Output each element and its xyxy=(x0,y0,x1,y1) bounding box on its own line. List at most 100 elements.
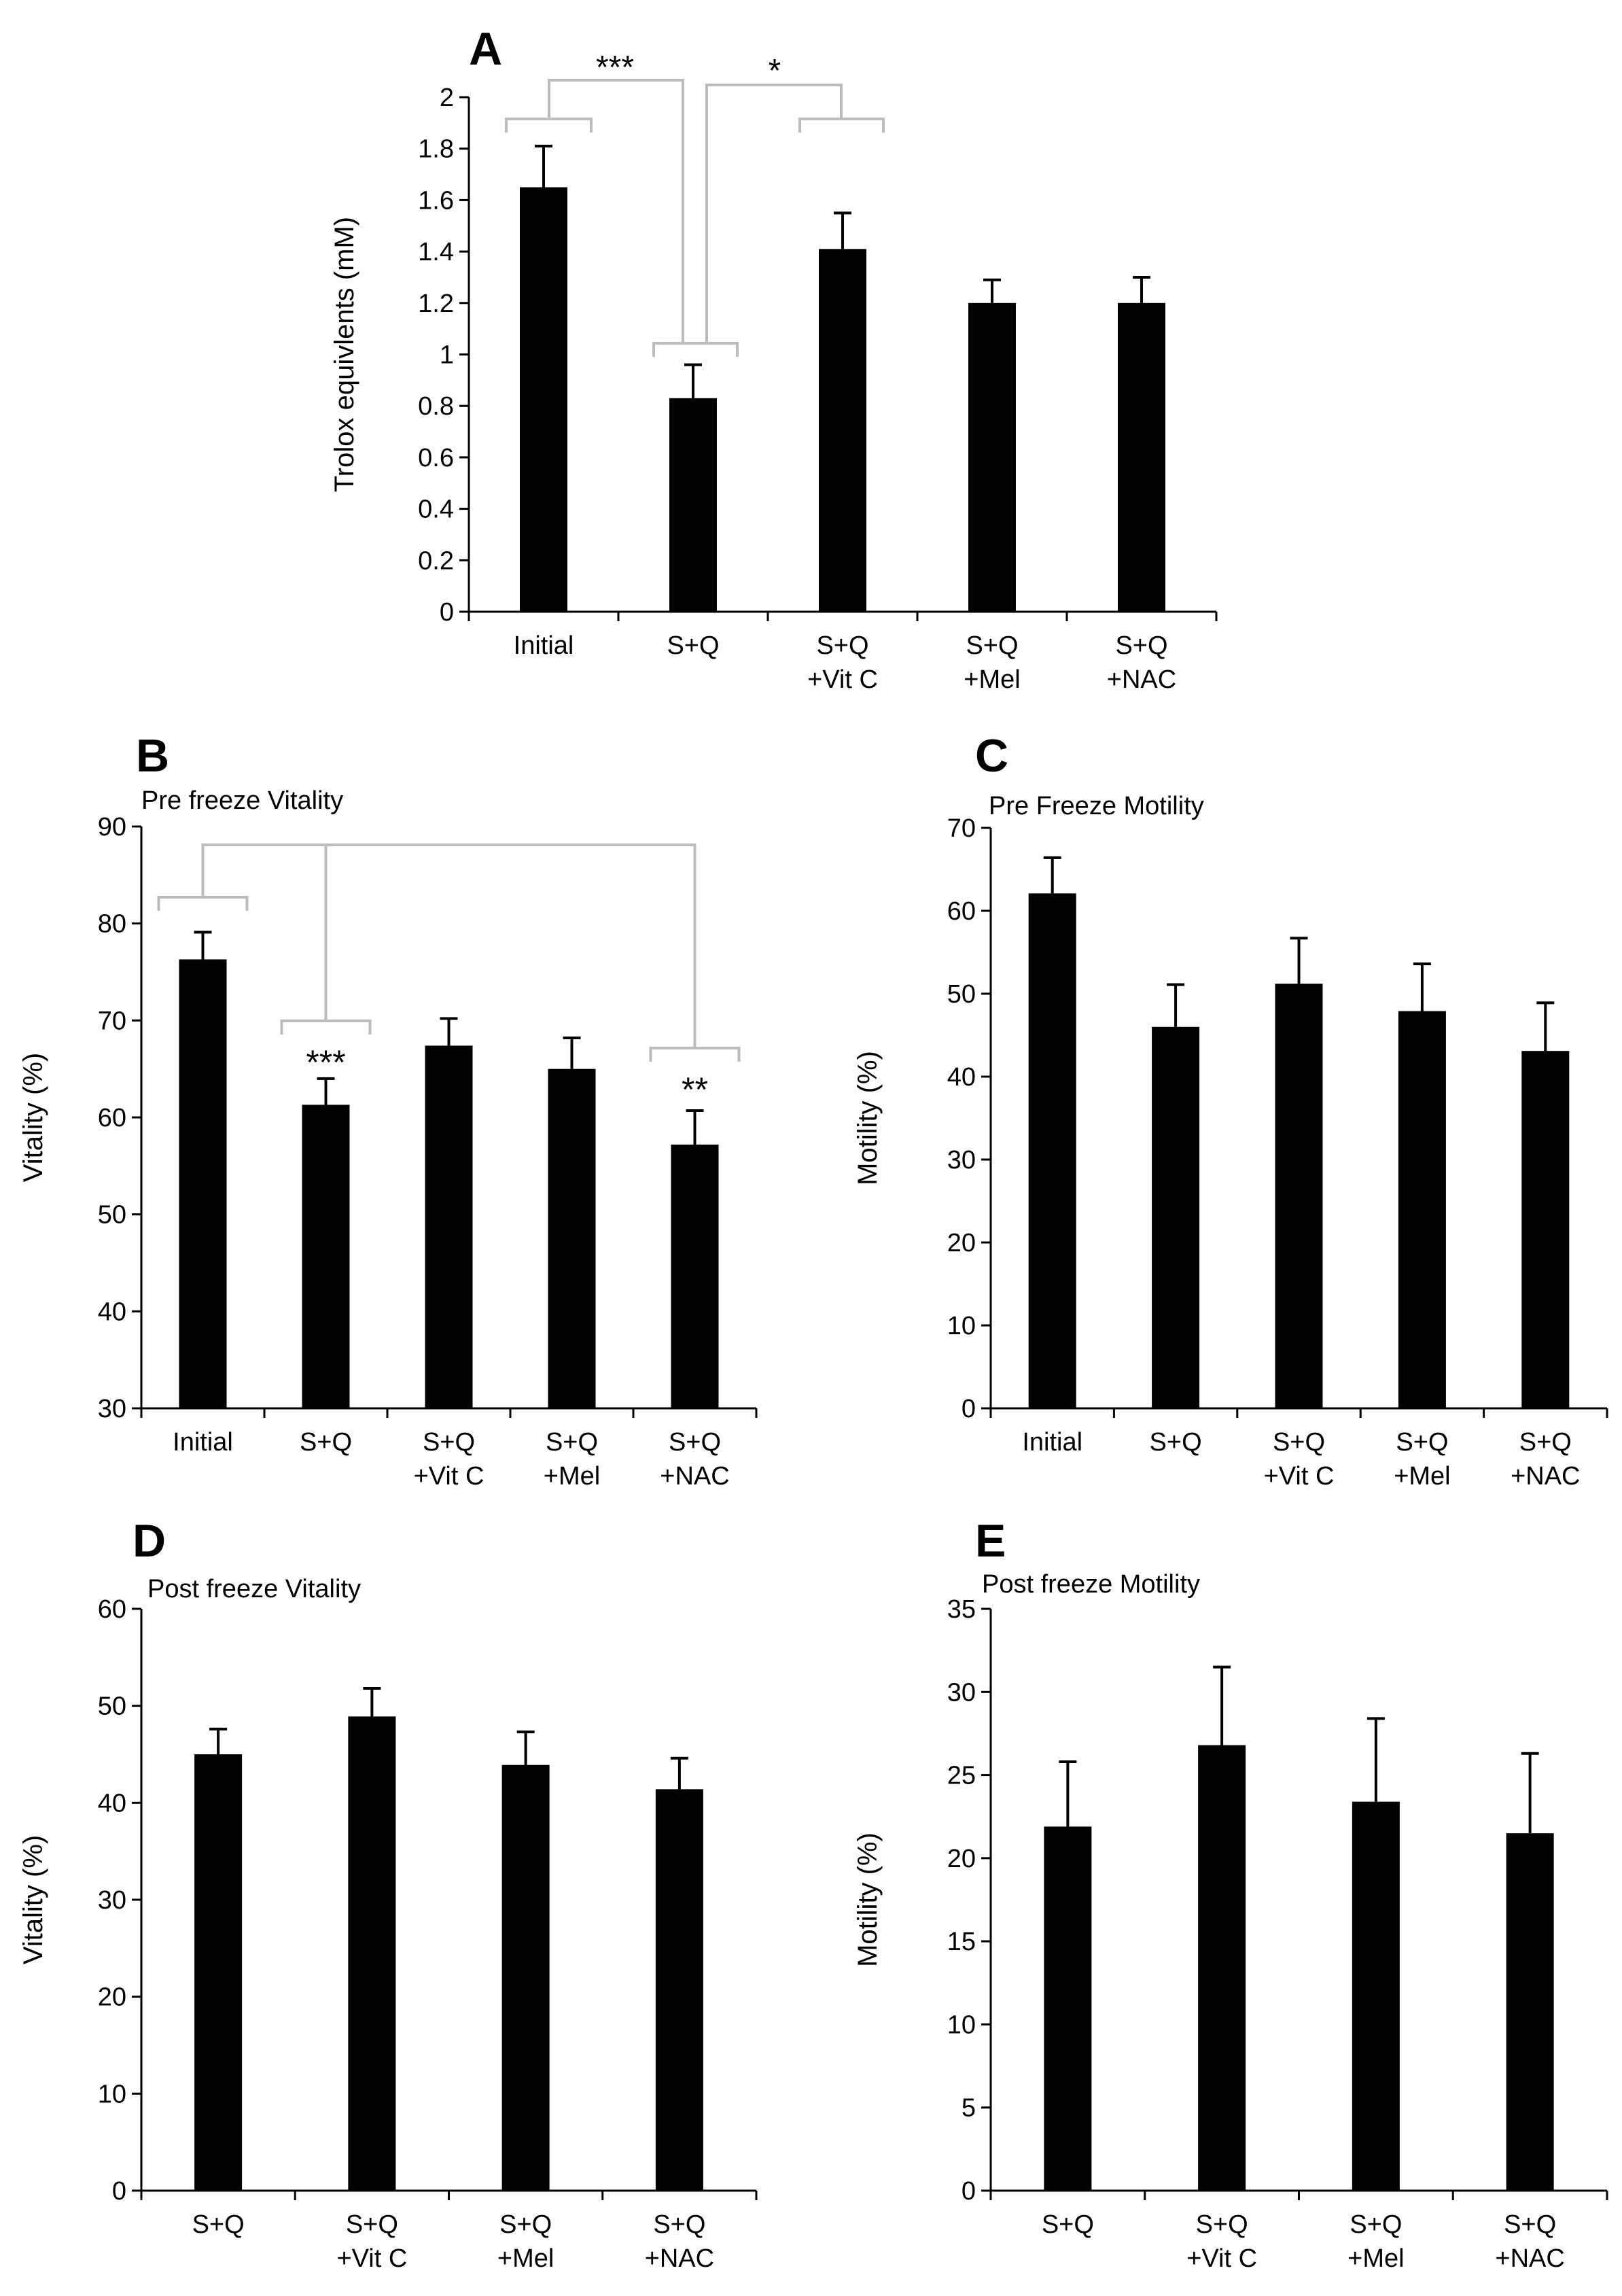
y-tick-label: 50 xyxy=(98,1692,126,1721)
y-tick-label: 0 xyxy=(440,598,454,627)
y-tick-label: 90 xyxy=(98,813,126,841)
x-tick-label: S+Q xyxy=(1396,1428,1448,1457)
y-tick-label: 60 xyxy=(98,1595,126,1624)
x-tick-label: +Vit C xyxy=(807,665,878,694)
y-tick-label: 1.2 xyxy=(418,290,454,318)
y-tick-label: 70 xyxy=(947,814,976,843)
bracket-initial xyxy=(157,896,249,911)
x-tick-label: +NAC xyxy=(1511,1462,1580,1491)
y-tick-label: 0.8 xyxy=(418,392,454,421)
x-tick-label: +Vit C xyxy=(1186,2244,1257,2273)
y-tick-label: 30 xyxy=(98,1395,126,1423)
panel-title: Post freeze Motility xyxy=(982,1570,1200,1599)
y-tick-label: 20 xyxy=(947,1229,976,1257)
x-tick-label: +Mel xyxy=(964,665,1020,694)
y-tick-label: 10 xyxy=(98,2080,126,2108)
y-tick-label: 10 xyxy=(947,1312,976,1340)
x-tick-label: S+Q xyxy=(667,631,719,660)
panel-title: Post freeze Vitality xyxy=(147,1575,361,1603)
x-tick-label: S+Q xyxy=(1196,2210,1248,2239)
bar xyxy=(520,187,567,612)
panel-title: Pre freeze Vitality xyxy=(141,786,343,815)
panel-letter: C xyxy=(975,730,1008,782)
bar xyxy=(425,1045,473,1408)
y-axis-label: Motility (%) xyxy=(853,1832,883,1967)
x-tick-label: S+Q xyxy=(1273,1428,1325,1457)
bar xyxy=(1275,984,1323,1408)
bracket-right xyxy=(652,342,739,357)
y-tick-label: 60 xyxy=(98,1104,126,1132)
y-tick-label: 20 xyxy=(947,1845,976,1873)
y-tick-label: 0 xyxy=(962,1395,976,1423)
y-axis-label: Motility (%) xyxy=(853,1051,883,1185)
y-tick-label: 10 xyxy=(947,2011,976,2039)
x-tick-label: +NAC xyxy=(1107,665,1176,694)
bar xyxy=(194,1754,243,2191)
y-tick-label: 1.4 xyxy=(418,238,454,266)
x-tick-label: S+Q xyxy=(816,631,868,660)
x-tick-label: S+Q xyxy=(1115,631,1167,660)
x-tick-label: Initial xyxy=(173,1428,233,1457)
y-tick-label: 25 xyxy=(947,1762,976,1790)
x-tick-label: S+Q xyxy=(1350,2210,1402,2239)
bracket-left xyxy=(505,118,593,133)
panel-letter: D xyxy=(133,1515,166,1567)
x-tick-label: S+Q xyxy=(300,1428,352,1457)
y-tick-label: 70 xyxy=(98,1007,126,1035)
y-tick-label: 0.4 xyxy=(418,495,454,524)
bar xyxy=(655,1789,703,2191)
x-tick-label: S+Q xyxy=(966,631,1018,660)
panel-d: D Post freeze Vitality Vitality (%) 0 10 20 30… xyxy=(18,1515,758,2273)
bar xyxy=(1398,1011,1446,1408)
y-tick-label: 2 xyxy=(440,84,454,112)
x-tick-label: Initial xyxy=(1022,1428,1082,1457)
bar xyxy=(302,1104,350,1408)
y-tick-label: 5 xyxy=(962,2094,976,2123)
y-tick-label: 1.8 xyxy=(418,135,454,164)
x-tick-label: +NAC xyxy=(1495,2244,1564,2273)
panel-letter: A xyxy=(469,23,502,75)
bracket-join xyxy=(705,84,843,343)
y-tick-label: 35 xyxy=(947,1595,976,1624)
bracket-join xyxy=(548,79,684,343)
y-tick-label: 30 xyxy=(98,1886,126,1915)
x-tick-label: +NAC xyxy=(660,1462,729,1491)
y-tick-label: 30 xyxy=(947,1678,976,1707)
y-tick-label: 1.6 xyxy=(418,186,454,215)
bar xyxy=(1118,302,1165,612)
y-tick-label: 60 xyxy=(947,897,976,926)
panel-b: B Pre freeze Vitality Vitality (%) 30 40 50 60… xyxy=(18,730,758,1491)
y-tick-label: 0.6 xyxy=(418,444,454,472)
significance-stars: ** xyxy=(682,1071,708,1109)
significance-bracket: ***** xyxy=(157,843,741,1109)
x-tick-label: S+Q xyxy=(669,1428,721,1457)
bracket-nac xyxy=(649,1047,741,1062)
bar xyxy=(179,959,227,1408)
bracket-sq xyxy=(280,1020,372,1034)
y-tick-label: 30 xyxy=(947,1146,976,1175)
panel-a: A Trolox equivlents (mM) 0 0.2 0.4 0.6 0.8 1 1.2… xyxy=(330,23,1218,694)
bar xyxy=(501,1764,550,2191)
bracket-join xyxy=(201,843,697,1048)
significance-bracket: * xyxy=(652,53,885,357)
bar xyxy=(968,302,1016,612)
x-tick-label: S+Q xyxy=(192,2210,245,2239)
y-tick-label: 0.2 xyxy=(418,546,454,575)
x-tick-label: S+Q xyxy=(499,2210,552,2239)
significance-stars: *** xyxy=(596,50,634,86)
bar xyxy=(1028,893,1076,1408)
bracket-left xyxy=(798,118,885,133)
x-tick-label: S+Q xyxy=(1150,1428,1202,1457)
bar xyxy=(1506,1833,1554,2191)
bar xyxy=(669,398,717,612)
y-axis-label: Vitality (%) xyxy=(18,1835,48,1964)
bracket-right xyxy=(652,342,739,357)
significance-stars: * xyxy=(769,53,781,89)
y-tick-label: 20 xyxy=(98,1983,126,2012)
panel-letter: E xyxy=(975,1515,1006,1567)
y-tick-label: 40 xyxy=(947,1063,976,1092)
x-tick-label: S+Q xyxy=(546,1428,598,1457)
y-axis-label: Trolox equivlents (mM) xyxy=(330,217,359,492)
x-tick-label: Initial xyxy=(514,631,574,660)
